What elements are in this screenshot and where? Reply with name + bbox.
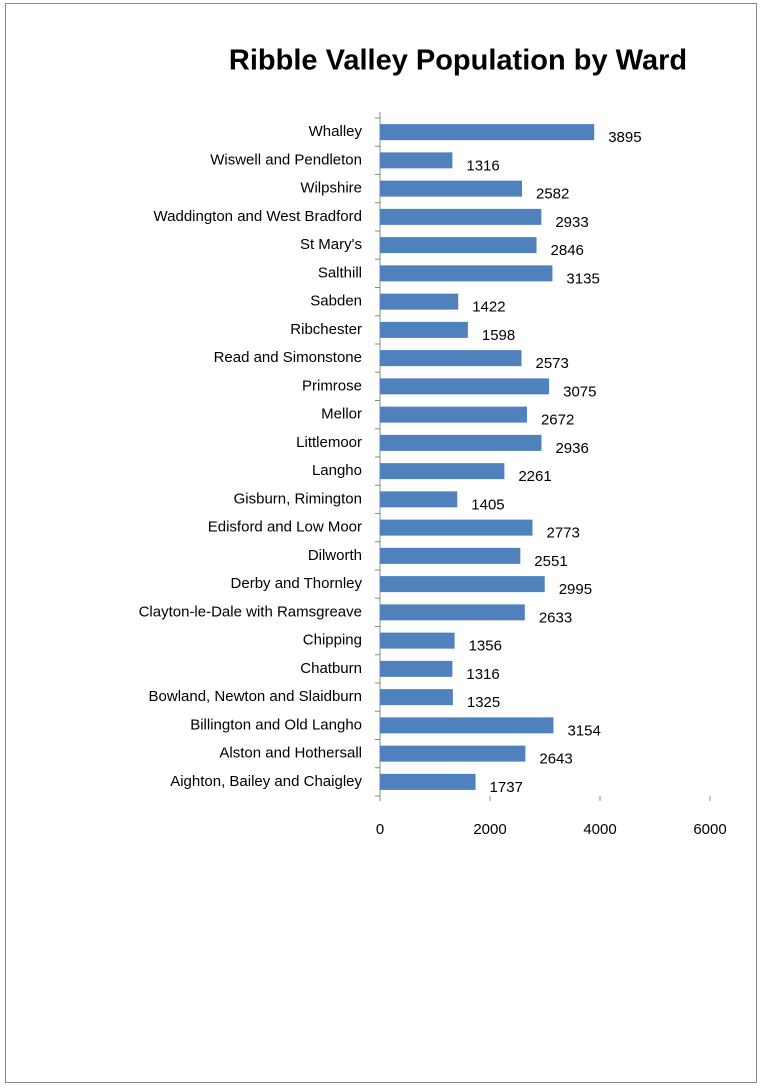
value-label: 1325: [467, 694, 500, 711]
y-tick-label: Billington and Old Langho: [190, 716, 362, 733]
y-tick-label: Ribchester: [290, 321, 362, 338]
bar: [380, 689, 453, 706]
y-tick-label: Gisburn, Rimington: [234, 490, 362, 507]
y-tick-label: Aighton, Bailey and Chaigley: [170, 773, 362, 790]
y-tick-label: Wiswell and Pendleton: [210, 151, 362, 168]
y-tick-label: Salthill: [318, 264, 362, 281]
y-tick-label: Primrose: [302, 377, 362, 394]
bar: [380, 321, 468, 338]
y-tick-label: Edisford and Low Moor: [208, 519, 362, 536]
bar: [380, 576, 545, 593]
bar: [380, 406, 527, 423]
y-tick-label: Clayton-le-Dale with Ramsgreave: [139, 603, 362, 620]
value-label: 2995: [559, 581, 592, 598]
value-label: 3895: [608, 129, 641, 146]
value-label: 2933: [555, 214, 588, 231]
y-tick-label: St Mary's: [300, 236, 362, 253]
bar: [380, 773, 476, 790]
bar: [380, 463, 505, 480]
y-tick-label: Langho: [312, 462, 362, 479]
bar: [380, 265, 553, 282]
value-label: 1422: [472, 299, 505, 316]
value-label: 2573: [536, 355, 569, 372]
y-tick-label: Chatburn: [300, 660, 362, 677]
bar: [380, 519, 533, 536]
bar: [380, 350, 522, 367]
x-tick-label: 6000: [693, 821, 726, 838]
value-label: 2633: [539, 609, 572, 626]
value-label: 2846: [551, 242, 584, 259]
x-tick-label: 4000: [583, 821, 616, 838]
y-tick-label: Sabden: [310, 293, 362, 310]
y-tick-label: Mellor: [321, 406, 362, 423]
y-tick-label: Read and Simonstone: [214, 349, 362, 366]
bar: [380, 152, 453, 169]
x-tick-label: 2000: [473, 821, 506, 838]
value-label: 2551: [534, 553, 567, 570]
bar: [380, 547, 521, 564]
value-label: 1598: [482, 327, 515, 344]
y-tick-label: Chipping: [303, 632, 362, 649]
y-tick-label: Alston and Hothersall: [219, 745, 362, 762]
value-label: 3154: [567, 722, 600, 739]
y-tick-label: Dilworth: [308, 547, 362, 564]
bar: [380, 434, 542, 451]
bar: [380, 745, 526, 762]
value-label: 2936: [555, 440, 588, 457]
bar: [380, 660, 453, 677]
value-label: 3135: [566, 270, 599, 287]
y-tick-label: Derby and Thornley: [231, 575, 363, 592]
y-tick-label: Bowland, Newton and Slaidburn: [149, 688, 362, 705]
value-label: 2773: [547, 525, 580, 542]
x-tick-label: 0: [376, 821, 384, 838]
bar: [380, 604, 525, 621]
bar: [380, 237, 537, 254]
bar: [380, 378, 550, 395]
bar: [380, 180, 523, 197]
value-label: 1405: [471, 496, 504, 513]
value-label: 3075: [563, 383, 596, 400]
bar: [380, 632, 455, 649]
value-label: 2261: [518, 468, 551, 485]
value-label: 2672: [541, 412, 574, 429]
y-tick-label: Waddington and West Bradford: [154, 208, 362, 225]
bar: [380, 717, 554, 734]
value-label: 1356: [469, 638, 502, 655]
bar: [380, 208, 542, 225]
bar: [380, 293, 459, 310]
bar: [380, 491, 458, 508]
value-label: 1737: [490, 779, 523, 796]
y-tick-label: Littlemoor: [296, 434, 362, 451]
chart-title: Ribble Valley Population by Ward: [229, 45, 687, 77]
y-tick-label: Whalley: [309, 123, 363, 140]
value-label: 2643: [539, 751, 572, 768]
bar: [380, 124, 595, 141]
y-tick-label: Wilpshire: [300, 180, 362, 197]
value-label: 2582: [536, 186, 569, 203]
value-label: 1316: [466, 666, 499, 683]
value-label: 1316: [466, 157, 499, 174]
